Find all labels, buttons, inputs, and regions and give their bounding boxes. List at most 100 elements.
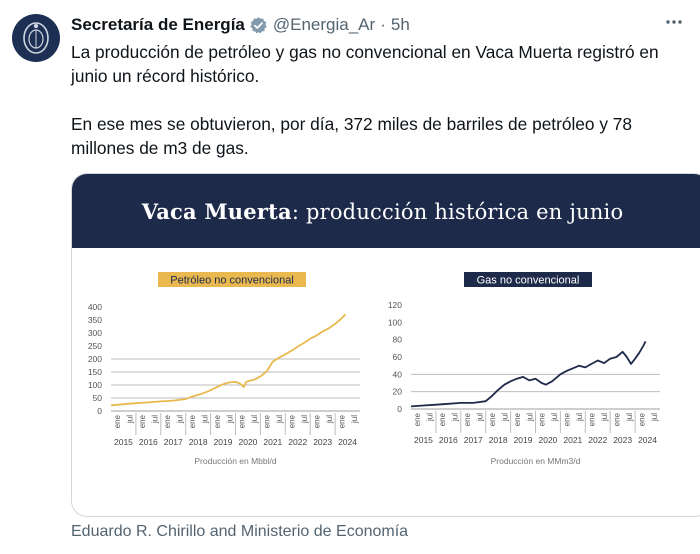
x-year-label: 2018: [489, 435, 508, 445]
tweet-header: Secretaría de Energía @Energia_Ar · 5h: [71, 15, 410, 35]
x-month-label: jul: [250, 415, 259, 424]
y-tick-label: 300: [88, 328, 102, 338]
y-tick-label: 100: [88, 380, 102, 390]
account-name[interactable]: Secretaría de Energía: [71, 15, 245, 34]
y-tick-label: 80: [393, 335, 403, 345]
y-tick-label: 350: [88, 315, 102, 325]
more-options-icon[interactable]: [664, 12, 684, 38]
x-month-label: ene: [538, 412, 547, 426]
x-month-label: ene: [488, 412, 497, 426]
coat-of-arms-icon: [23, 22, 49, 54]
x-month-label: ene: [113, 414, 122, 428]
x-month-label: jul: [525, 413, 534, 422]
card-title-bold: Vaca Muerta: [141, 198, 292, 224]
y-tick-label: 40: [393, 369, 403, 379]
x-month-label: ene: [612, 412, 621, 426]
x-year-label: 2023: [313, 437, 332, 447]
account-handle[interactable]: @Energia_Ar: [272, 15, 376, 34]
x-month-label: ene: [513, 412, 522, 426]
x-year-label: 2021: [563, 435, 582, 445]
x-month-label: jul: [500, 413, 509, 422]
chart-title: Gas no convencional: [477, 275, 580, 287]
x-year-label: 2015: [414, 435, 433, 445]
x-year-label: 2019: [514, 435, 533, 445]
x-month-label: ene: [588, 412, 597, 426]
x-year-label: 2016: [439, 435, 458, 445]
x-month-label: ene: [163, 414, 172, 428]
x-month-label: ene: [312, 414, 321, 428]
x-year-label: 2023: [613, 435, 632, 445]
y-tick-label: 0: [97, 406, 102, 416]
x-month-label: jul: [175, 415, 184, 424]
x-month-label: jul: [475, 413, 484, 422]
x-month-label: ene: [563, 412, 572, 426]
x-month-label: ene: [288, 414, 297, 428]
x-year-label: 2018: [189, 437, 208, 447]
x-month-label: ene: [463, 412, 472, 426]
x-month-label: ene: [337, 414, 346, 428]
x-year-label: 2016: [139, 437, 158, 447]
attribution[interactable]: Eduardo R. Chirillo and Ministerio de Ec…: [71, 523, 409, 540]
y-tick-label: 0: [397, 404, 402, 414]
y-tick-label: 250: [88, 341, 102, 351]
separator-dot: ·: [380, 15, 386, 34]
y-tick-label: 150: [88, 367, 102, 377]
x-month-label: jul: [151, 415, 160, 424]
x-month-label: jul: [575, 413, 584, 422]
x-month-label: jul: [275, 415, 284, 424]
x-month-label: ene: [637, 412, 646, 426]
oil-series-line: [110, 313, 347, 407]
x-month-label: ene: [188, 414, 197, 428]
y-tick-label: 100: [388, 317, 402, 327]
x-month-label: ene: [413, 412, 422, 426]
x-axis-label: Producción en MMm3/d: [491, 456, 581, 466]
y-tick-label: 60: [393, 352, 403, 362]
x-year-label: 2015: [114, 437, 133, 447]
chart-title: Petróleo no convencional: [170, 275, 294, 287]
x-month-label: jul: [650, 413, 659, 422]
x-year-label: 2020: [238, 437, 257, 447]
x-month-label: jul: [600, 413, 609, 422]
tweet-text: La producción de petróleo y gas no conve…: [71, 40, 691, 160]
x-month-label: jul: [200, 415, 209, 424]
verified-badge-icon: [250, 16, 267, 33]
charts-area: Petróleo no convencional0501001502002503…: [88, 272, 660, 466]
x-year-label: 2017: [164, 437, 183, 447]
x-year-label: 2020: [538, 435, 557, 445]
tweet-paragraph-1: La producción de petróleo y gas no conve…: [71, 42, 659, 86]
x-year-label: 2019: [214, 437, 233, 447]
oil-chart: Petróleo no convencional 0 50 100 150 200 250 3…: [88, 272, 360, 466]
gas-series-line: [410, 341, 647, 408]
chart-title-bg: [158, 272, 306, 287]
x-month-label: ene: [138, 414, 147, 428]
card-body: Petróleo no convencional 0 50 100 150 200 250 3…: [72, 248, 700, 516]
chart-title-bg: [464, 272, 592, 287]
x-month-label: jul: [126, 415, 135, 424]
x-month-label: jul: [325, 415, 334, 424]
x-month-label: ene: [238, 414, 247, 428]
x-month-label: jul: [225, 415, 234, 424]
x-month-label: ene: [263, 414, 272, 428]
card-header: Vaca Muerta: producción histórica en jun…: [72, 174, 700, 248]
x-year-label: 2017: [464, 435, 483, 445]
x-month-label: jul: [625, 413, 634, 422]
timestamp[interactable]: 5h: [390, 15, 410, 34]
x-month-label: jul: [300, 415, 309, 424]
x-month-label: ene: [213, 414, 222, 428]
x-year-label: 2021: [263, 437, 282, 447]
media-card[interactable]: Vaca Muerta: producción histórica en jun…: [71, 173, 700, 517]
x-month-label: jul: [550, 413, 559, 422]
x-month-label: jul: [451, 413, 460, 422]
y-tick-label: 200: [88, 354, 102, 364]
avatar[interactable]: [12, 14, 60, 62]
card-title: Vaca Muerta: producción histórica en jun…: [142, 199, 624, 224]
x-month-label: jul: [350, 415, 359, 424]
x-month-label: ene: [438, 412, 447, 426]
x-year-label: 2024: [338, 437, 357, 447]
card-title-rest: : producción histórica en junio: [291, 199, 624, 224]
x-year-label: 2022: [588, 435, 607, 445]
y-tick-label: 50: [93, 393, 103, 403]
y-tick-label: 20: [393, 387, 403, 397]
x-year-label: 2024: [638, 435, 657, 445]
